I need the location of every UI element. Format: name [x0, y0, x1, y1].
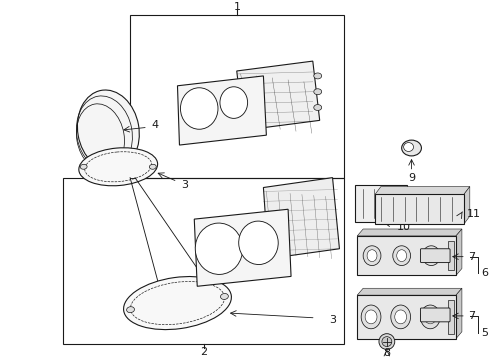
Text: 3: 3	[181, 180, 188, 190]
Text: 3: 3	[329, 315, 336, 325]
Ellipse shape	[220, 293, 228, 300]
Text: 10: 10	[397, 222, 411, 232]
Ellipse shape	[80, 164, 87, 169]
Text: 1: 1	[234, 2, 241, 12]
Ellipse shape	[314, 89, 321, 95]
Ellipse shape	[314, 73, 321, 79]
Text: 9: 9	[408, 173, 415, 183]
Bar	[357, 295, 456, 339]
Ellipse shape	[420, 305, 440, 329]
Ellipse shape	[314, 104, 321, 111]
Ellipse shape	[220, 87, 247, 118]
Ellipse shape	[126, 307, 134, 312]
Bar	[375, 194, 464, 224]
Text: 5: 5	[482, 328, 489, 338]
Bar	[63, 177, 344, 343]
Text: 4: 4	[151, 120, 158, 130]
Text: 7: 7	[468, 311, 475, 321]
Polygon shape	[456, 229, 462, 275]
FancyBboxPatch shape	[420, 308, 450, 322]
Ellipse shape	[379, 334, 395, 350]
Polygon shape	[355, 214, 412, 222]
Ellipse shape	[393, 246, 411, 266]
Ellipse shape	[363, 246, 381, 266]
Text: 11: 11	[467, 209, 481, 219]
Text: 6: 6	[482, 269, 489, 278]
Ellipse shape	[239, 221, 278, 265]
Ellipse shape	[395, 310, 407, 324]
Ellipse shape	[404, 143, 414, 152]
Bar	[448, 300, 454, 334]
Bar	[357, 236, 456, 275]
Ellipse shape	[426, 250, 436, 262]
Ellipse shape	[180, 88, 218, 129]
Bar	[448, 241, 454, 270]
Ellipse shape	[402, 140, 421, 156]
Ellipse shape	[391, 305, 411, 329]
Polygon shape	[375, 186, 470, 194]
Ellipse shape	[361, 305, 381, 329]
FancyBboxPatch shape	[420, 249, 450, 262]
Text: 8: 8	[383, 348, 391, 359]
Polygon shape	[237, 61, 319, 130]
Polygon shape	[357, 229, 462, 236]
Polygon shape	[357, 288, 462, 295]
Ellipse shape	[77, 90, 139, 171]
Text: 2: 2	[200, 347, 207, 357]
Ellipse shape	[422, 246, 440, 266]
Ellipse shape	[382, 337, 392, 347]
Bar	[130, 15, 344, 177]
Ellipse shape	[397, 250, 407, 262]
Polygon shape	[177, 76, 267, 145]
Ellipse shape	[79, 148, 158, 186]
Ellipse shape	[123, 276, 231, 330]
Polygon shape	[264, 177, 340, 258]
Ellipse shape	[365, 310, 377, 324]
Ellipse shape	[367, 250, 377, 262]
Polygon shape	[456, 288, 462, 339]
Ellipse shape	[149, 164, 156, 169]
Ellipse shape	[195, 223, 243, 274]
Polygon shape	[464, 186, 470, 224]
Bar	[355, 185, 407, 222]
Ellipse shape	[424, 310, 436, 324]
Text: 7: 7	[468, 252, 475, 262]
Polygon shape	[194, 209, 291, 286]
